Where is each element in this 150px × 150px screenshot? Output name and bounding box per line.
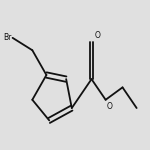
Text: O: O <box>107 102 113 111</box>
Text: Br: Br <box>3 33 11 42</box>
Text: O: O <box>94 31 100 40</box>
